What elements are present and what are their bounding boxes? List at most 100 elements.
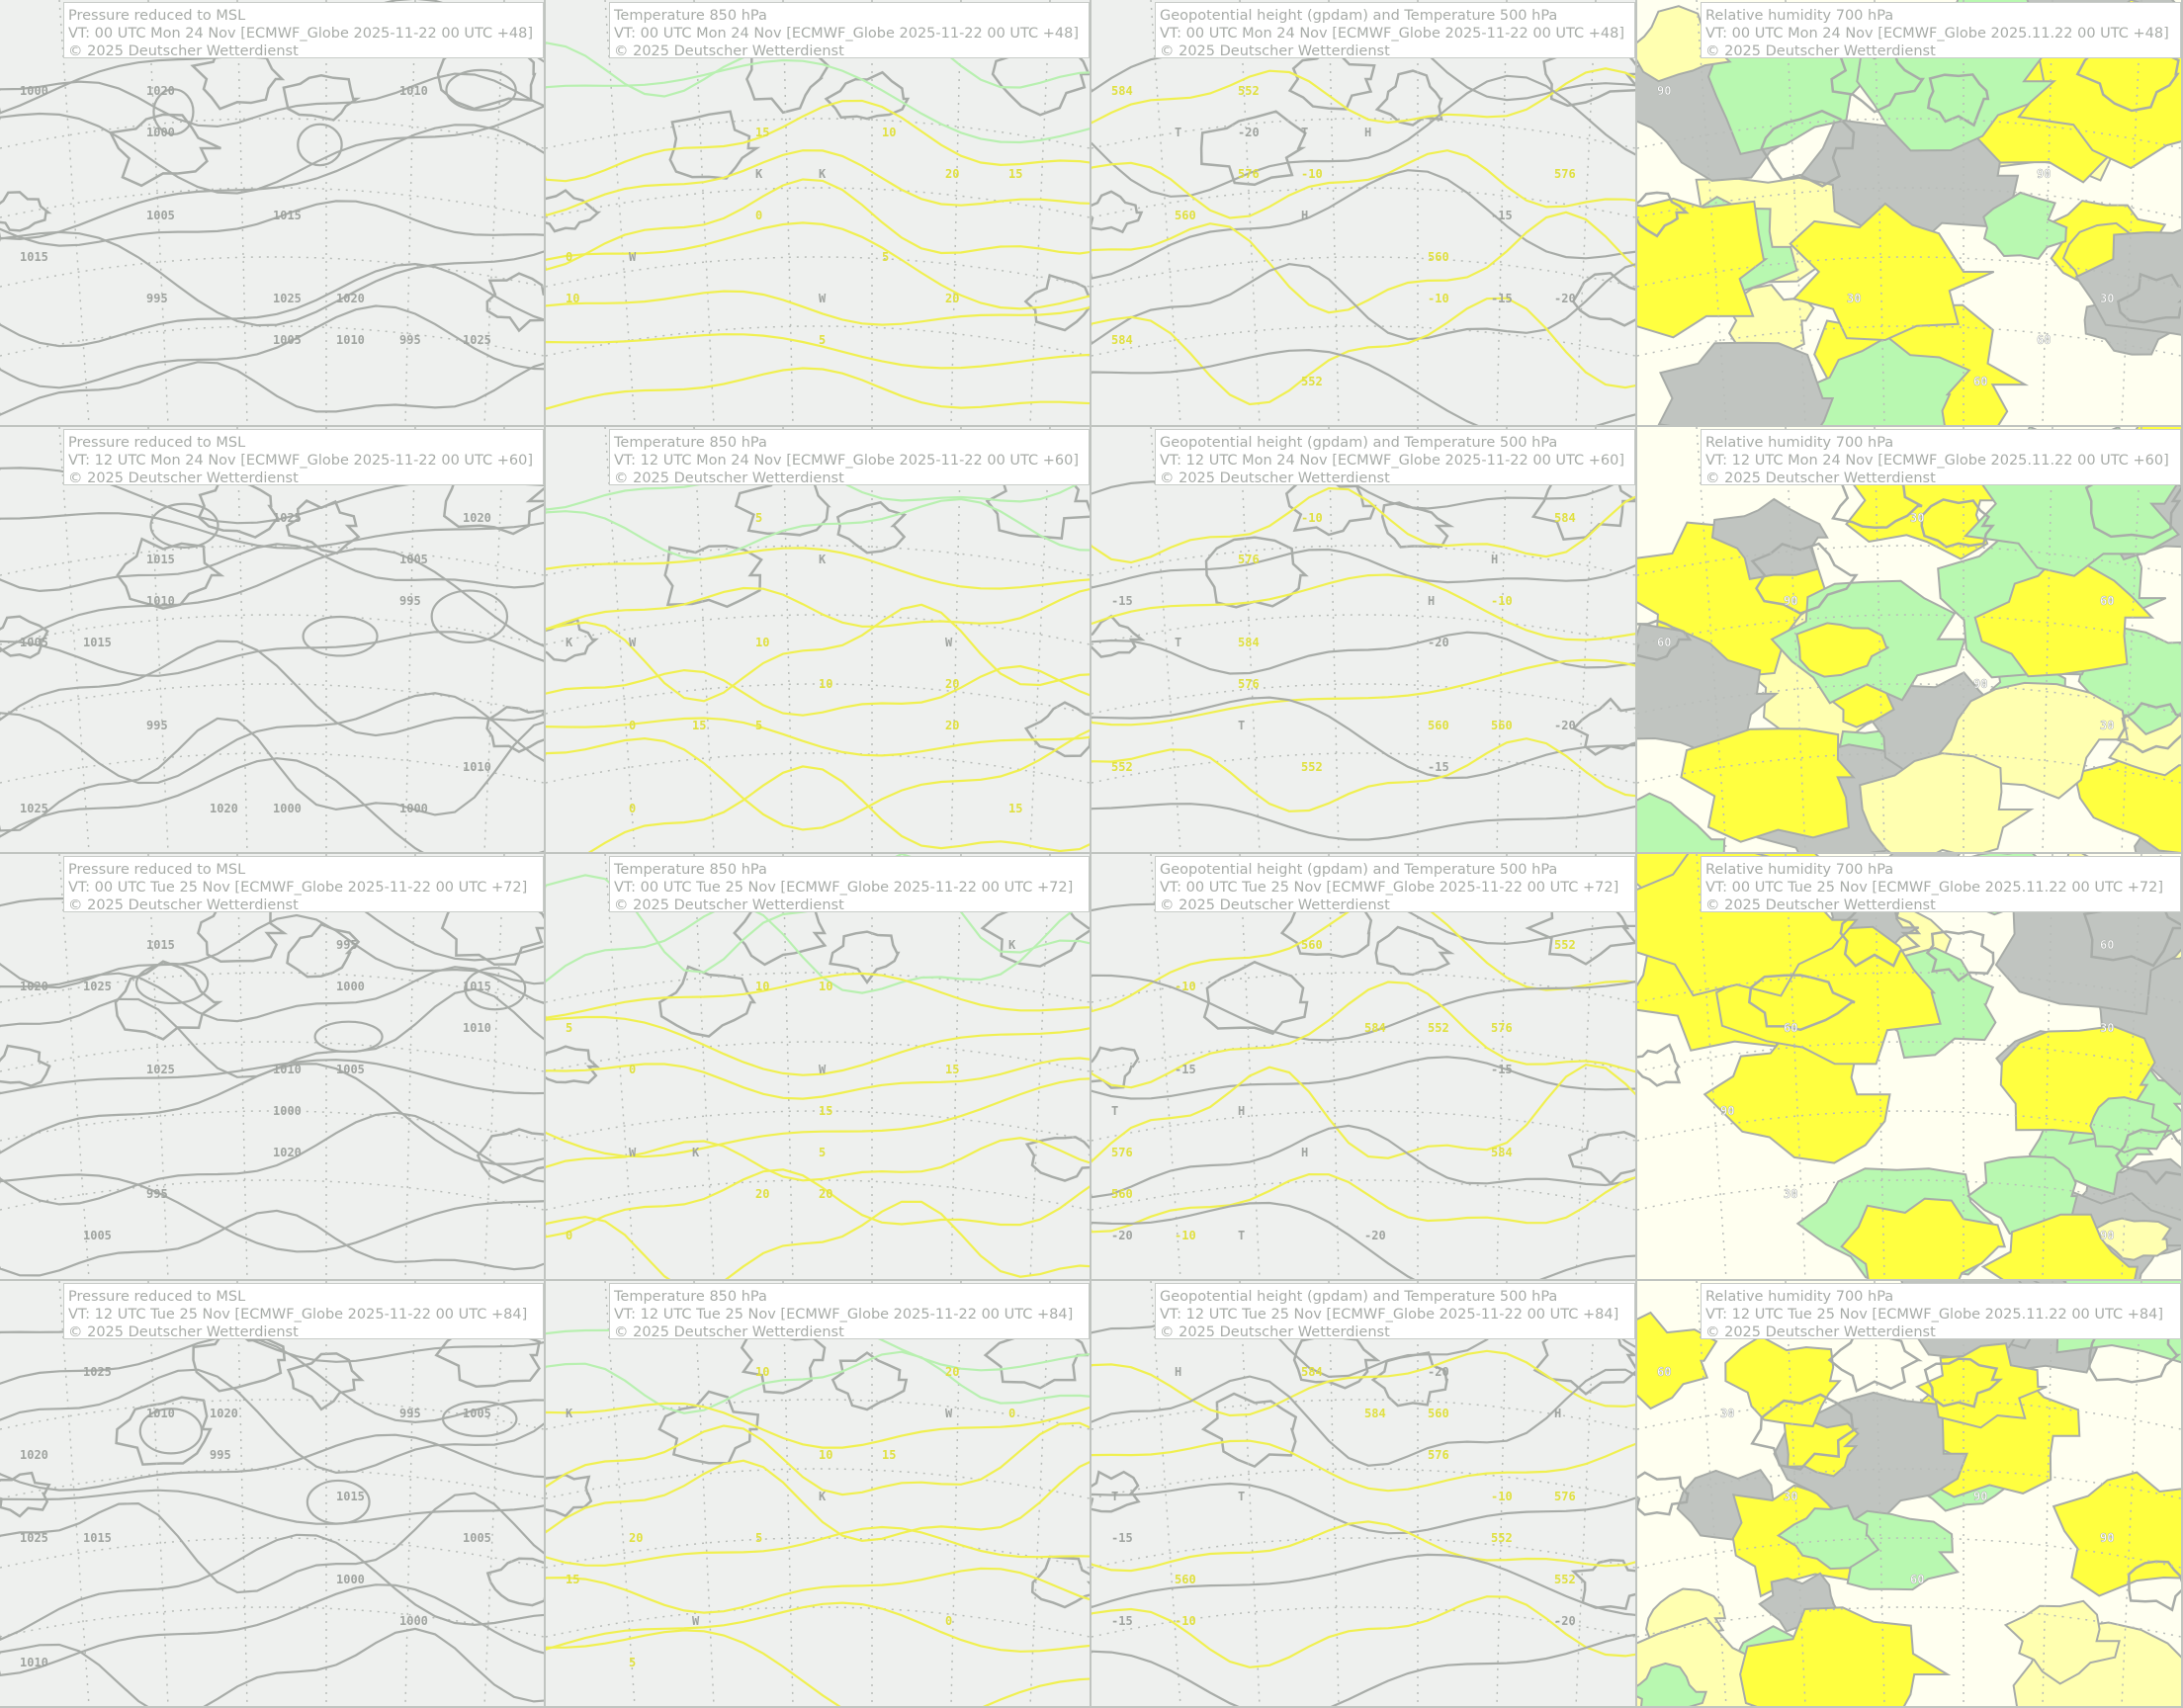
contour-label: 584 xyxy=(1301,1365,1323,1379)
coastline xyxy=(476,1128,544,1184)
coastline xyxy=(2116,702,2181,754)
contour-label: -20 xyxy=(1238,126,1260,139)
contour-label: 584 xyxy=(1554,511,1576,525)
coastline xyxy=(835,500,908,555)
longitude-line xyxy=(236,427,248,852)
map-panel-z500-1[interactable]: 552 552 576 576 560 560 584 584 -10 -10 -15 -15 -20 -… xyxy=(1092,0,1635,425)
contour-label: -10 xyxy=(1491,594,1513,608)
humidity-area xyxy=(1739,1606,1952,1706)
contour-label: -20 xyxy=(1554,1614,1576,1628)
map-panel-z500-2[interactable]: 552 552 576 576 560 560 584 584 -10 -10 -15 -15 -20 -… xyxy=(1092,427,1635,852)
map-header: Temperature 850 hPa VT: 00 UTC Mon 24 Nov… xyxy=(609,2,1090,59)
map-title: Geopotential height (gpdam) and Temperat… xyxy=(1160,862,1558,878)
contour-label: -10 xyxy=(1301,511,1323,525)
contour-label: 30 xyxy=(1784,1490,1797,1503)
valid-time: VT: 00 UTC Mon 24 Nov [ECMWF_Globe 2025.… xyxy=(1705,26,2169,42)
contour-line xyxy=(0,1433,544,1492)
contour-label: 15 xyxy=(882,1448,896,1462)
map-panel-msl-4[interactable]: 1010 1010 1020 1020 1015 1015 1025 1025 1005 1005… xyxy=(0,1281,544,1706)
map-panel-msl-3[interactable]: 1010 1010 1020 1020 1015 1015 1025 1025 1005 1005… xyxy=(0,854,544,1279)
humidity-area xyxy=(1789,202,1995,342)
isobar-closed xyxy=(441,1400,518,1438)
map-title: Pressure reduced to MSL xyxy=(68,435,246,451)
humidity-area xyxy=(1776,1504,1880,1571)
contour-line xyxy=(1092,1349,1635,1417)
coastline xyxy=(1827,1324,1923,1394)
map-panel-t850-1[interactable]: 0 0 5 5 10 10 15 15 20 20 W W K K Temperature 850 hPa V… xyxy=(546,0,1090,425)
longitude-line xyxy=(1328,0,1340,425)
contour-line xyxy=(1092,211,1635,314)
map-header: Pressure reduced to MSL VT: 12 UTC Mon 24… xyxy=(63,429,544,486)
contour-line xyxy=(1092,737,1635,812)
contour-label: 1020 xyxy=(146,84,175,98)
contour-line xyxy=(0,1063,544,1165)
map-panel-msl-2[interactable]: 1010 1010 1020 1020 1015 1015 1025 1025 1005 1005… xyxy=(0,427,544,852)
map-panel-rh700-4[interactable]: 90 90 60 60 30 30 Relative humidity 700 hPa VT:… xyxy=(1637,1281,2181,1706)
contour-label: K xyxy=(819,553,827,566)
contour-label: 10 xyxy=(819,677,832,691)
contour-line xyxy=(0,200,544,247)
coastline xyxy=(734,470,831,537)
map-panel-t850-3[interactable]: 0 0 5 5 10 10 15 15 20 20 W W K K Temperature 850 hPa V… xyxy=(546,854,1090,1279)
contour-label: H xyxy=(1428,594,1435,608)
map-panel-t850-4[interactable]: 0 0 5 5 10 10 15 15 20 20 W W K K Temperature 850 hPa V… xyxy=(546,1281,1090,1706)
latitude-line xyxy=(1092,1041,1635,1072)
contour-label: 576 xyxy=(1554,167,1576,181)
contour-label: 60 xyxy=(2100,594,2114,608)
coastline xyxy=(829,930,901,984)
map-panel-z500-4[interactable]: 552 552 576 576 560 560 584 584 -10 -10 -15 -15 -20 -… xyxy=(1092,1281,1635,1706)
latitude-line xyxy=(1092,752,1635,784)
contour-label: 0 xyxy=(566,250,572,264)
map-panel-rh700-2[interactable]: 90 90 60 60 30 30 Relative humidity 700 hPa VT:… xyxy=(1637,427,2181,852)
longitude-line xyxy=(1239,854,1261,1279)
valid-time: VT: 00 UTC Tue 25 Nov [ECMWF_Globe 2025-… xyxy=(614,880,1074,896)
longitude-line xyxy=(1029,1281,1051,1706)
contour-label: T xyxy=(1301,126,1308,139)
contour-label: 576 xyxy=(1111,1146,1133,1159)
map-panel-msl-1[interactable]: 1010 1010 1020 1020 1015 1015 1025 1025 1005 1005… xyxy=(0,0,544,425)
contour-label: 1005 xyxy=(463,1407,491,1420)
contour-label: 584 xyxy=(1111,333,1133,347)
contour-line xyxy=(546,664,1090,717)
longitude-line xyxy=(693,427,715,852)
coastline xyxy=(546,189,602,233)
map-msl: 1010 1010 1020 1020 1015 1015 1025 1025 1005 1005… xyxy=(0,854,544,1279)
contour-label: 1020 xyxy=(210,802,238,815)
contour-label: 20 xyxy=(945,292,959,305)
contour-label: 1020 xyxy=(210,1407,238,1420)
contour-line xyxy=(1092,631,1635,675)
map-panel-t850-2[interactable]: 0 0 5 5 10 10 15 15 20 20 W W K K Temperature 850 hPa V… xyxy=(546,427,1090,852)
map-panel-z500-3[interactable]: 552 552 576 576 560 560 584 584 -10 -10 -15 -15 -20 -… xyxy=(1092,854,1635,1279)
coastline xyxy=(1200,1392,1298,1469)
humidity-area xyxy=(1657,341,1835,425)
map-title: Temperature 850 hPa xyxy=(614,1289,767,1305)
valid-time: VT: 12 UTC Mon 24 Nov [ECMWF_Globe 2025.… xyxy=(1705,453,2169,469)
coastline xyxy=(1637,191,1690,238)
map-panel-rh700-3[interactable]: 90 90 60 60 30 30 Relative humidity 700 hPa VT:… xyxy=(1637,854,2181,1279)
map-panel-rh700-1[interactable]: 90 90 60 60 30 30 Relative humidity 700 hPa VT:… xyxy=(1637,0,2181,425)
map-msl: 1010 1010 1020 1020 1015 1015 1025 1025 1005 1005… xyxy=(0,1281,544,1706)
contour-label: 1000 xyxy=(399,802,428,815)
contour-line xyxy=(1092,149,1635,219)
contour-line xyxy=(1092,262,1635,346)
contour-label: T xyxy=(1111,1490,1118,1503)
contour-line xyxy=(546,1168,1090,1238)
contour-line xyxy=(0,757,544,852)
contour-line xyxy=(0,1334,544,1424)
contour-label: 30 xyxy=(1910,511,1924,525)
latitude-line xyxy=(546,1041,1090,1072)
coastline xyxy=(1571,272,1635,327)
isobar-closed xyxy=(302,615,379,657)
contour-line xyxy=(0,1583,544,1677)
contour-label: -10 xyxy=(1175,1614,1196,1628)
contour-label: 0 xyxy=(629,1063,636,1076)
coastline xyxy=(657,965,757,1038)
contour-line xyxy=(0,1492,544,1594)
contour-label: 1015 xyxy=(20,250,48,264)
contour-line xyxy=(1092,1633,1635,1706)
contour-label: 60 xyxy=(1784,1021,1797,1035)
contour-label: 995 xyxy=(146,292,168,305)
contour-label: -15 xyxy=(1111,1531,1133,1545)
contour-line xyxy=(0,1111,544,1206)
map-title: Relative humidity 700 hPa xyxy=(1705,862,1894,878)
